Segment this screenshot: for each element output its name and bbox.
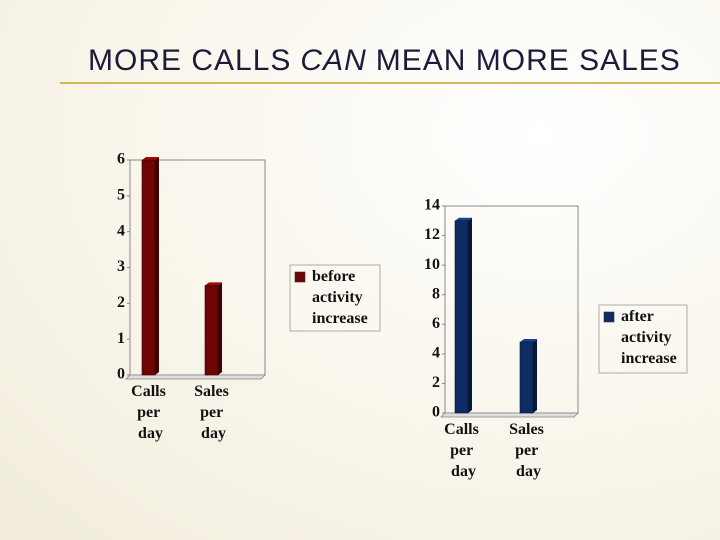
- y-tick-label: 5: [117, 187, 125, 204]
- y-tick-label: 10: [424, 256, 440, 273]
- bar-front: [204, 285, 219, 376]
- bar-top: [520, 339, 537, 343]
- y-tick-label: 1: [117, 330, 125, 347]
- x-tick-label: Sales per day: [194, 383, 233, 442]
- legend-swatch: [603, 311, 615, 323]
- title-rule: [60, 82, 720, 84]
- legend-box: [289, 264, 381, 332]
- legend-swatch: [294, 271, 306, 283]
- plot-floor: [125, 374, 266, 380]
- y-tick-label: 0: [432, 404, 440, 421]
- plot-floor: [440, 412, 579, 418]
- bar-front: [454, 220, 469, 414]
- title-part: MORE CALLS: [88, 44, 292, 77]
- y-tick-label: 14: [424, 197, 440, 214]
- x-tick-label: Calls per day: [444, 421, 483, 480]
- bar-side: [218, 282, 222, 375]
- legend-box: [598, 304, 688, 374]
- bar: [141, 157, 159, 376]
- bar: [454, 217, 472, 414]
- y-tick-label: 3: [117, 258, 125, 275]
- title-part: CAN: [300, 44, 367, 77]
- bar-side: [533, 339, 537, 413]
- y-tick-label: 8: [432, 285, 440, 302]
- title-part: MEAN MORE SALES: [375, 44, 681, 77]
- y-tick-label: 2: [432, 374, 440, 391]
- legend-label: after activity increase: [621, 308, 677, 367]
- bar-top: [142, 157, 159, 160]
- bar-side: [155, 157, 159, 375]
- y-tick-label: 4: [117, 222, 125, 239]
- y-tick-label: 0: [117, 366, 125, 383]
- bar-front: [141, 159, 156, 376]
- x-tick-label: Sales per day: [509, 421, 548, 480]
- bar: [204, 282, 222, 376]
- bar-front: [519, 341, 534, 414]
- bar-top: [205, 282, 222, 286]
- y-tick-label: 6: [432, 315, 440, 332]
- bar: [519, 339, 537, 414]
- slide-title: MORE CALLS CAN MEAN MORE SALES: [88, 44, 681, 78]
- y-tick-label: 12: [424, 226, 440, 243]
- bar-top: [455, 217, 472, 221]
- y-tick-label: 2: [117, 294, 125, 311]
- y-tick-label: 4: [432, 345, 440, 362]
- y-tick-label: 6: [117, 151, 125, 168]
- x-tick-label: Calls per day: [131, 383, 170, 442]
- legend-label: before activity increase: [312, 268, 368, 327]
- bar-side: [468, 217, 472, 413]
